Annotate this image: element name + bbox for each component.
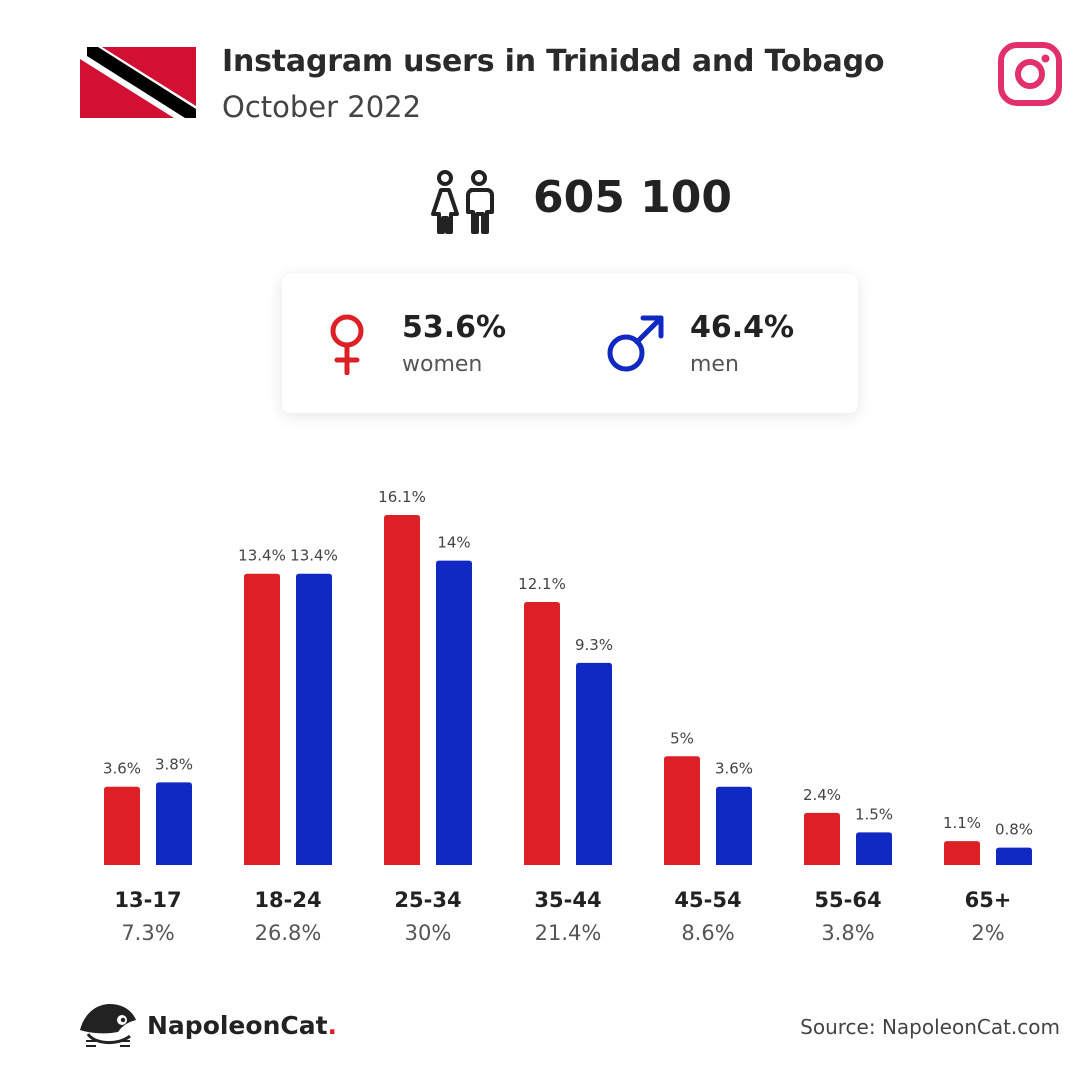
page-title: Instagram users in Trinidad and Tobago: [222, 44, 885, 79]
data-label-men-35-44: 9.3%: [575, 636, 613, 654]
napoleoncat-logo: [80, 1004, 136, 1047]
bar-women-55-64: [804, 812, 840, 865]
category-label-45-54: 45-54: [674, 888, 741, 912]
brand-name-text: NapoleonCat: [147, 1011, 328, 1040]
category-total-65+: 2%: [971, 921, 1004, 945]
data-label-men-55-64: 1.5%: [855, 805, 893, 823]
bar-women-13-17: [104, 786, 140, 865]
bar-women-18-24: [244, 573, 280, 865]
male-icon: [607, 315, 664, 372]
category-total-13-17: 7.3%: [121, 921, 174, 945]
data-label-women-18-24: 13.4%: [238, 547, 286, 565]
data-label-men-65+: 0.8%: [995, 821, 1033, 839]
bar-men-13-17: [156, 782, 192, 865]
women-label: women: [402, 352, 483, 377]
category-total-55-64: 3.8%: [821, 921, 874, 945]
data-label-men-25-34: 14%: [437, 534, 470, 552]
data-label-women-45-54: 5%: [670, 729, 694, 747]
brand-name: NapoleonCat.: [147, 1011, 337, 1040]
category-label-35-44: 35-44: [534, 888, 601, 912]
men-label: men: [690, 352, 739, 377]
female-icon: [330, 314, 364, 375]
bar-women-25-34: [384, 515, 420, 865]
category-total-18-24: 26.8%: [255, 921, 322, 945]
age-gender-bar-chart: 3.6% 3.8% 13-17 7.3% 13.4% 13.4% 18-24 26.8% 16.…: [103, 488, 1033, 945]
data-label-men-18-24: 13.4%: [290, 547, 338, 565]
category-total-35-44: 21.4%: [535, 921, 602, 945]
data-label-women-55-64: 2.4%: [803, 786, 841, 804]
bar-men-35-44: [576, 662, 612, 865]
data-label-women-65+: 1.1%: [943, 814, 981, 832]
category-label-13-17: 13-17: [114, 888, 181, 912]
category-label-55-64: 55-64: [814, 888, 881, 912]
source-text: Source: NapoleonCat.com: [800, 1015, 1060, 1039]
total-users-value: 605 100: [533, 172, 733, 223]
data-label-women-25-34: 16.1%: [378, 488, 426, 506]
category-label-25-34: 25-34: [394, 888, 461, 912]
bar-men-65+: [996, 847, 1032, 865]
people-icon: [431, 170, 494, 234]
page-subtitle: October 2022: [222, 90, 422, 124]
data-label-women-13-17: 3.6%: [103, 760, 141, 778]
bar-women-65+: [944, 841, 980, 865]
data-label-men-45-54: 3.6%: [715, 760, 753, 778]
bar-men-18-24: [296, 573, 332, 865]
bar-women-35-44: [524, 601, 560, 865]
category-total-25-34: 30%: [405, 921, 452, 945]
category-label-18-24: 18-24: [254, 888, 321, 912]
brand-dot: .: [327, 1011, 338, 1040]
bar-women-45-54: [664, 756, 700, 865]
trinidad-tobago-flag: [80, 47, 196, 118]
gender-card: [282, 274, 858, 413]
bar-men-25-34: [436, 560, 472, 865]
category-total-45-54: 8.6%: [681, 921, 734, 945]
category-label-65+: 65+: [965, 888, 1012, 912]
data-label-women-35-44: 12.1%: [518, 575, 566, 593]
instagram-icon: [998, 42, 1062, 106]
women-percentage: 53.6%: [402, 310, 507, 345]
bar-men-45-54: [716, 786, 752, 865]
bar-men-55-64: [856, 832, 892, 865]
men-percentage: 46.4%: [690, 310, 795, 345]
data-label-men-13-17: 3.8%: [155, 755, 193, 773]
